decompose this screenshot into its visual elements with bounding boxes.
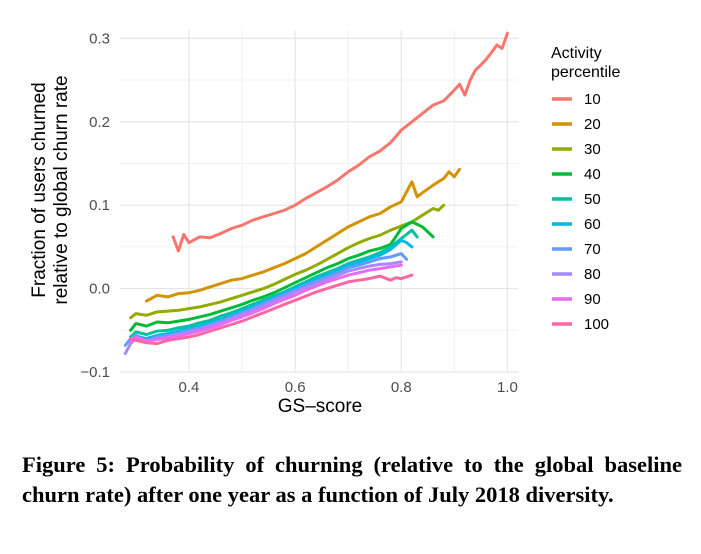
legend-label-70: 70 <box>584 241 601 258</box>
legend-label-80: 80 <box>584 266 601 283</box>
legend-label-40: 40 <box>584 166 601 183</box>
x-tick-label: 0.8 <box>391 379 412 396</box>
y-axis-label-line2: relative to global churn rate <box>51 75 72 304</box>
y-tick-label: 0.2 <box>89 114 110 131</box>
x-axis-ticks: 0.4 0.6 0.8 1.0 <box>179 379 518 396</box>
y-tick-label: 0.3 <box>89 30 110 47</box>
legend-title-line1: Activity <box>551 45 602 62</box>
legend-label-30: 30 <box>584 141 601 158</box>
series-line-10 <box>171 31 509 253</box>
figure-caption: Figure 5: Probability of churning (relat… <box>22 452 682 507</box>
series-line-20 <box>145 167 462 303</box>
series-line-30 <box>129 203 446 320</box>
series-lines <box>123 31 509 356</box>
series-line-90 <box>129 263 403 344</box>
y-tick-label: 0.0 <box>89 281 110 298</box>
y-tick-label: −0.1 <box>80 364 110 381</box>
legend-label-100: 100 <box>584 316 609 333</box>
y-axis-label-line1: Fraction of users churned <box>29 82 50 297</box>
legend-label-10: 10 <box>584 91 601 108</box>
x-tick-label: 0.6 <box>285 379 306 396</box>
y-tick-label: 0.1 <box>89 197 110 214</box>
legend-label-90: 90 <box>584 291 601 308</box>
legend-label-50: 50 <box>584 191 601 208</box>
legend: 10 20 30 40 50 60 70 80 90 100 <box>552 91 609 333</box>
series-line-100 <box>129 273 414 346</box>
series-line-40 <box>129 220 435 332</box>
series-line-50 <box>129 228 419 339</box>
legend-label-60: 60 <box>584 216 601 233</box>
y-axis-ticks: −0.1 0.0 0.1 0.2 0.3 <box>80 30 110 381</box>
x-tick-label: 1.0 <box>497 379 518 396</box>
x-tick-label: 0.4 <box>179 379 200 396</box>
legend-label-20: 20 <box>584 116 601 133</box>
chart-figure: 0.4 0.6 0.8 1.0 −0.1 0.0 0.1 0.2 0.3 GS–score F… <box>29 30 620 417</box>
series-line-70 <box>123 252 409 347</box>
x-axis-label: GS–score <box>278 396 362 417</box>
legend-title-line2: percentile <box>551 64 620 81</box>
